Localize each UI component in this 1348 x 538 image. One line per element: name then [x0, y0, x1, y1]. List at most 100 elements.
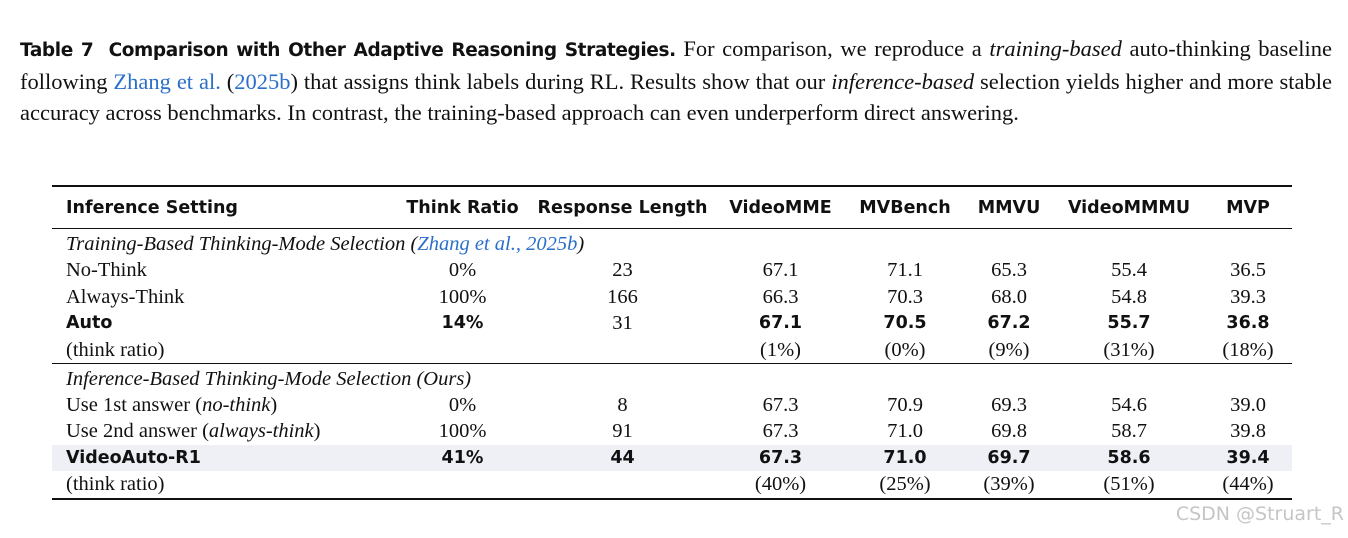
table-cell: 67.3 — [715, 444, 846, 471]
row-label: Auto — [66, 313, 113, 334]
header-row: Inference Setting Think Ratio Response Len… — [52, 185, 1292, 229]
row-label: (think ratio) — [52, 336, 395, 364]
column-header: MVP — [1204, 185, 1292, 229]
table-cell: 65.3 — [991, 259, 1027, 282]
empty-cell — [395, 336, 530, 364]
table-cell: 100% — [438, 285, 487, 308]
empty-cell — [530, 336, 715, 364]
table-cell: 68.0 — [991, 285, 1027, 308]
section-title: Inference-Based Thinking-Mode Selection … — [52, 363, 1292, 392]
table-cell: 71.1 — [887, 259, 923, 282]
caption-text: training-based — [989, 36, 1122, 61]
row-label-text: no-think — [202, 393, 271, 416]
table-cell: 39.3 — [1230, 285, 1266, 308]
empty-cell — [530, 471, 715, 500]
table-row: (think ratio) (1%) (0%) (9%) (31%) (18%) — [52, 336, 1292, 364]
column-header: Think Ratio — [395, 185, 530, 229]
table-cell: 71.0 — [887, 420, 923, 443]
row-label: Always-Think — [66, 285, 185, 308]
results-table: Inference Setting Think Ratio Response Len… — [52, 185, 1292, 500]
row-label: Use 2nd answer (always-think) — [52, 418, 395, 445]
table-cell: 67.1 — [758, 313, 803, 334]
table-cell: 0% — [448, 393, 477, 416]
table-cell: 8 — [617, 393, 628, 416]
row-label: (think ratio) — [52, 471, 395, 500]
caption-text: auto-thinking baseline following — [20, 36, 1333, 94]
table-cell: 14% — [441, 313, 484, 334]
table-cell: 58.6 — [1054, 444, 1204, 471]
table-cell: 69.7 — [964, 444, 1054, 471]
caption-title: Comparison with Other Adaptive Reasoning… — [108, 40, 677, 61]
row-label-text: ) — [313, 420, 321, 443]
table-cell: (40%) — [715, 471, 846, 500]
table-row: No-Think 0% 23 67.1 71.1 65.3 55.4 36.5 — [52, 257, 1292, 284]
section-title: Training-Based Thinking-Mode Selection (… — [52, 229, 1292, 258]
table-cell: 39.4 — [1204, 444, 1292, 471]
column-header: VideoMMMU — [1054, 185, 1204, 229]
caption-text: inference-based — [831, 69, 975, 94]
row-label-text: ) — [270, 393, 278, 416]
table-cell: 71.0 — [846, 444, 964, 471]
caption-label: Table 7 — [20, 40, 94, 61]
table-row: Use 2nd answer (always-think) 100% 91 67.3 7… — [52, 418, 1292, 445]
table-row: (think ratio) (40%) (25%) (39%) (51%) (44%) — [52, 471, 1292, 500]
table-cell: 67.2 — [987, 313, 1031, 334]
caption-text: For comparison, we reproduce a — [683, 36, 990, 61]
table-cell: (44%) — [1204, 471, 1292, 500]
table-cell: 70.9 — [887, 393, 923, 416]
table-cell: (31%) — [1054, 336, 1204, 364]
section-title-text: Inference-Based Thinking-Mode Selection … — [66, 367, 472, 390]
table-cell: 54.8 — [1111, 285, 1147, 308]
table-cell: (18%) — [1204, 336, 1292, 364]
table-cell: (0%) — [846, 336, 964, 364]
table-row: Auto 14% 31 67.1 70.5 67.2 55.7 36.8 — [52, 310, 1292, 337]
table-cell: 91 — [612, 420, 633, 443]
row-label-text: Use 2nd answer ( — [66, 420, 209, 443]
table-cell: 69.8 — [991, 420, 1027, 443]
table-cell: 70.5 — [883, 313, 927, 334]
row-label-text: always-think — [208, 420, 314, 443]
table-cell: 100% — [438, 420, 487, 443]
section-title-text: Training-Based Thinking-Mode Selection ( — [66, 233, 418, 255]
table-cell: (9%) — [964, 336, 1054, 364]
caption-text: ) that assigns think labels during RL. R… — [290, 69, 832, 94]
section-title-text: ) — [577, 233, 585, 255]
table-cell: 67.3 — [762, 393, 799, 416]
column-header: VideoMME — [715, 185, 846, 229]
table-row: VideoAuto-R1 41% 44 67.3 71.0 69.7 58.6 39.4 — [52, 444, 1292, 471]
caption-text: ( — [220, 69, 235, 94]
table-cell: 31 — [612, 312, 633, 335]
empty-cell — [395, 471, 530, 500]
table-cell: 166 — [607, 285, 638, 308]
column-header: MVBench — [846, 185, 964, 229]
table-cell: (25%) — [846, 471, 964, 500]
citation-link[interactable]: Zhang et al. — [113, 69, 221, 94]
table-cell: 67.3 — [762, 420, 799, 443]
table-cell: 66.3 — [762, 285, 799, 308]
table-cell: 55.7 — [1107, 313, 1151, 334]
table-cell: (39%) — [964, 471, 1054, 500]
row-label: No-Think — [66, 259, 147, 282]
table-cell: 36.5 — [1230, 259, 1266, 282]
table-cell: 0% — [448, 259, 477, 282]
citation-link[interactable]: 2025b — [234, 69, 291, 94]
table-cell: (51%) — [1054, 471, 1204, 500]
table-cell: 69.3 — [991, 393, 1027, 416]
watermark: CSDN @Struart_R — [1175, 503, 1344, 525]
section-row: Inference-Based Thinking-Mode Selection … — [52, 363, 1292, 392]
table-row: Use 1st answer (no-think) 0% 8 67.3 70.9 69.3… — [52, 392, 1292, 419]
table-cell: 23 — [612, 259, 633, 282]
row-label-text: Use 1st answer ( — [66, 393, 203, 416]
table-cell: 54.6 — [1111, 393, 1147, 416]
table-cell: 58.7 — [1111, 420, 1147, 443]
table-cell: 44 — [530, 444, 715, 471]
table-cell: (1%) — [715, 336, 846, 364]
caption-text: selection yields higher and more stable … — [20, 69, 1332, 125]
citation-link[interactable]: Zhang et al., 2025b — [417, 233, 578, 255]
table-cell: 39.0 — [1230, 393, 1266, 416]
table-cell: 41% — [395, 444, 530, 471]
table-cell: 70.3 — [887, 285, 923, 308]
table-row: Always-Think 100% 166 66.3 70.3 68.0 54.8 39.3 — [52, 284, 1292, 311]
table-cell: 36.8 — [1226, 313, 1270, 334]
